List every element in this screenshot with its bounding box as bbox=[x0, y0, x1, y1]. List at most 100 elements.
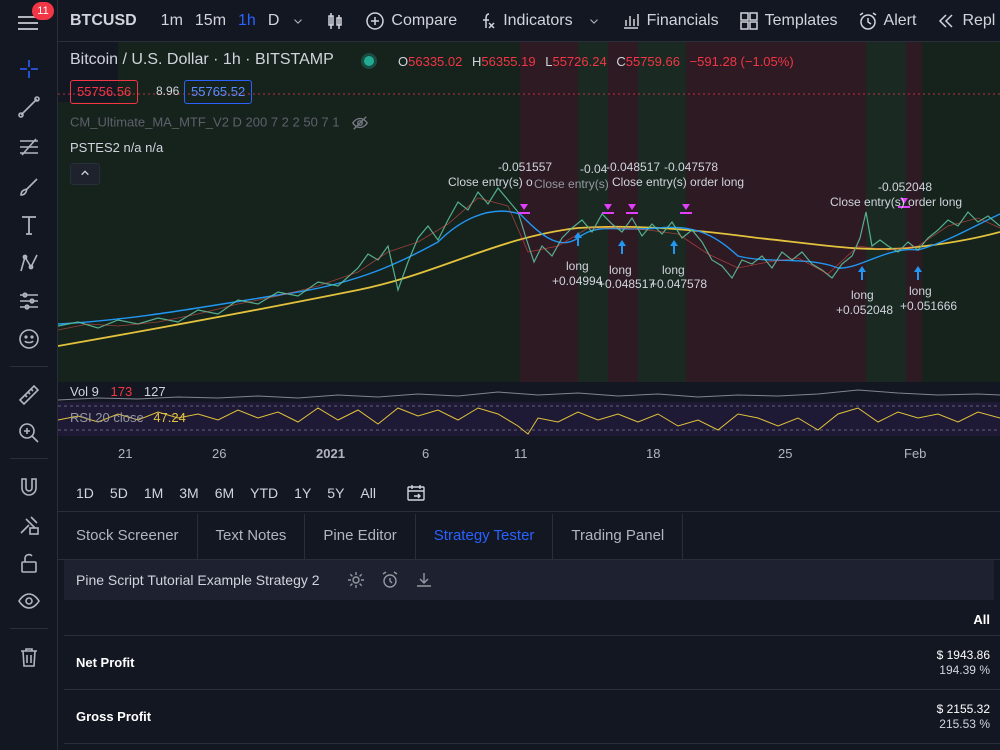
candles-icon bbox=[328, 12, 343, 29]
financials-button[interactable]: Financials bbox=[611, 0, 729, 42]
gross-profit-value: $ 2155.32 bbox=[936, 702, 990, 716]
gear-icon[interactable] bbox=[346, 570, 366, 590]
range-3m[interactable]: 3M bbox=[179, 484, 199, 501]
interval-d[interactable]: D bbox=[267, 11, 280, 29]
fib-retracement-icon[interactable] bbox=[12, 130, 46, 164]
tab-text-notes[interactable]: Text Notes bbox=[198, 514, 306, 559]
chart-pane[interactable]: Bitcoin / U.S. Dollar · 1h · BITSTAMP O5… bbox=[58, 42, 1000, 474]
crosshair-icon[interactable] bbox=[12, 52, 46, 86]
indicators-button[interactable]: Indicators bbox=[467, 0, 610, 42]
range-ytd[interactable]: YTD bbox=[250, 484, 279, 501]
lock-drawing-icon[interactable] bbox=[12, 508, 46, 542]
text-tool-icon[interactable] bbox=[12, 208, 46, 242]
range-5d[interactable]: 5D bbox=[109, 484, 128, 501]
loss-zone bbox=[686, 42, 866, 382]
interval-1m[interactable]: 1m bbox=[160, 11, 183, 29]
market-open-indicator bbox=[364, 56, 374, 66]
brush-icon[interactable] bbox=[12, 170, 46, 204]
sell-button[interactable]: 55756.56 bbox=[70, 80, 139, 104]
range-6m[interactable]: 6M bbox=[214, 484, 235, 501]
range-1d[interactable]: 1D bbox=[76, 484, 94, 501]
prediction-icon[interactable] bbox=[12, 284, 46, 318]
buy-button[interactable]: 55765.52 bbox=[184, 80, 253, 104]
menu-button[interactable] bbox=[14, 8, 44, 36]
change-value: −591.28 (−1.05%) bbox=[689, 54, 794, 69]
zoom-in-icon[interactable] bbox=[12, 416, 46, 450]
tab-pine-editor[interactable]: Pine Editor bbox=[305, 514, 416, 559]
trade-annotation: -0.047578 bbox=[664, 160, 719, 174]
volume-series bbox=[58, 389, 1000, 401]
rsi-legend[interactable]: RSI 20 close 47.24 bbox=[70, 410, 186, 425]
indicator-legend-strategy[interactable]: PSTES2 n/a n/a bbox=[70, 140, 164, 155]
templates-icon bbox=[739, 11, 758, 30]
time-axis[interactable]: 21 26 2021 6 11 18 25 Feb bbox=[58, 446, 1000, 468]
range-5y[interactable]: 5Y bbox=[327, 484, 345, 501]
interval-15m[interactable]: 15m bbox=[194, 11, 227, 29]
goto-date-icon[interactable] bbox=[398, 483, 434, 503]
chevron-down-icon[interactable] bbox=[285, 0, 311, 42]
chevron-up-icon bbox=[81, 170, 89, 176]
indicators-label: Indicators bbox=[503, 11, 573, 29]
range-1m[interactable]: 1M bbox=[143, 484, 164, 501]
indicator-legend-ma[interactable]: CM_Ultimate_MA_MTF_V2 D 200 7 2 2 50 7 1 bbox=[70, 114, 369, 132]
chart-type-button[interactable] bbox=[315, 0, 355, 42]
interval-1h[interactable]: 1h bbox=[238, 11, 256, 29]
replay-button[interactable]: Repl bbox=[926, 0, 1000, 42]
tab-stock-screener[interactable]: Stock Screener bbox=[58, 514, 198, 559]
row-label: Gross Profit bbox=[76, 709, 152, 724]
function-icon bbox=[483, 12, 495, 29]
row-value: $ 2155.32 215.53 % bbox=[937, 702, 990, 732]
entry-label: +0.047578 bbox=[650, 277, 708, 291]
alert-label: Alert bbox=[883, 11, 917, 29]
strategy-header: Pine Script Tutorial Example Strategy 2 bbox=[64, 560, 994, 600]
entry-label: +0.04994 bbox=[552, 274, 603, 288]
bottom-tabs: Stock Screener Text Notes Pine Editor St… bbox=[58, 514, 1000, 560]
symbol-search-button[interactable]: BTCUSD bbox=[70, 11, 137, 29]
pattern-icon[interactable] bbox=[12, 246, 46, 280]
low-value: 55726.24 bbox=[552, 54, 607, 69]
entry-label: +0.051666 bbox=[900, 299, 958, 313]
price-series bbox=[58, 186, 1000, 329]
alert-button[interactable]: Alert bbox=[848, 0, 927, 42]
trade-annotation: Close entry(s) order long bbox=[612, 175, 745, 189]
compare-button[interactable]: Compare bbox=[355, 0, 467, 42]
eye-hidden-icon[interactable] bbox=[351, 114, 369, 132]
time-axis-label: Feb bbox=[904, 446, 927, 461]
rsi-name: RSI 20 close bbox=[70, 410, 144, 425]
alarm-clock-icon[interactable] bbox=[380, 570, 400, 590]
emoji-icon[interactable] bbox=[12, 322, 46, 356]
range-all[interactable]: All bbox=[360, 484, 376, 501]
strategy-name[interactable]: Pine Script Tutorial Example Strategy 2 bbox=[76, 572, 320, 588]
chart-title[interactable]: Bitcoin / U.S. Dollar · 1h · BITSTAMP bbox=[70, 51, 334, 68]
time-axis-label: 11 bbox=[514, 446, 528, 461]
volume-legend[interactable]: Vol 9 173 127 bbox=[70, 384, 166, 399]
top-toolbar: BTCUSD 1m 15m 1h D Compare Indicators bbox=[58, 0, 1000, 42]
entry-label: +0.052048 bbox=[836, 303, 894, 317]
templates-button[interactable]: Templates bbox=[729, 0, 848, 42]
volume-value-1: 173 bbox=[110, 384, 133, 399]
range-1y[interactable]: 1Y bbox=[294, 484, 312, 501]
rsi-line bbox=[58, 407, 1000, 435]
trade-annotation: Close entry(s) bbox=[534, 177, 609, 191]
rsi-band bbox=[58, 402, 1000, 436]
bar-chart-icon bbox=[623, 13, 639, 29]
collapse-legend-button[interactable] bbox=[70, 163, 100, 185]
trash-icon[interactable] bbox=[12, 640, 46, 674]
date-range-bar: 1D 5D 1M 3M 6M YTD 1Y 5Y All bbox=[58, 474, 1000, 512]
entry-label: long bbox=[909, 284, 932, 298]
trade-annotation: Close entry(s) o bbox=[448, 175, 533, 189]
unlock-icon[interactable] bbox=[12, 546, 46, 580]
magnet-icon[interactable] bbox=[12, 470, 46, 504]
volume-value-2: 127 bbox=[143, 384, 166, 399]
loss-zone bbox=[906, 42, 922, 382]
tab-strategy-tester[interactable]: Strategy Tester bbox=[416, 514, 554, 559]
volume-name: Vol 9 bbox=[70, 384, 99, 399]
download-icon[interactable] bbox=[414, 570, 434, 590]
tab-trading-panel[interactable]: Trading Panel bbox=[553, 514, 684, 559]
entry-markers bbox=[574, 232, 922, 280]
time-axis-label: 25 bbox=[778, 446, 793, 461]
trade-annotation: -0.051557 bbox=[498, 160, 553, 174]
eye-icon[interactable] bbox=[12, 584, 46, 618]
ruler-icon[interactable] bbox=[12, 378, 46, 412]
trend-line-icon[interactable] bbox=[12, 90, 46, 124]
